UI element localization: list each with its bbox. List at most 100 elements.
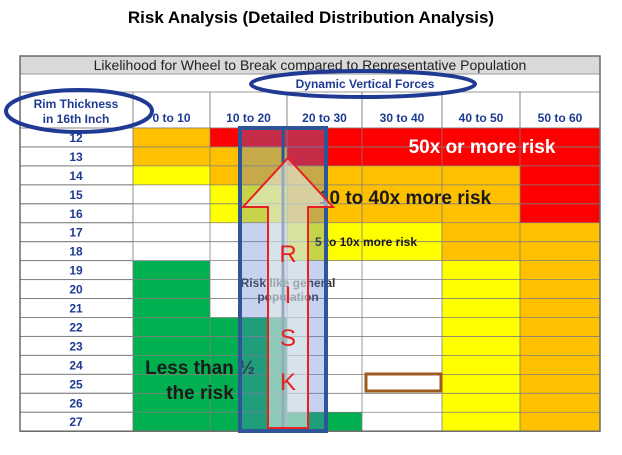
risk-cell	[362, 317, 442, 337]
row-label: 14	[69, 169, 83, 183]
risk-cell	[520, 336, 600, 356]
row-label: 25	[69, 377, 83, 391]
risk-cell	[362, 184, 442, 205]
risk-cell	[362, 336, 442, 356]
row-label: 26	[69, 396, 83, 410]
risk-cell	[362, 374, 442, 394]
row-label: 23	[69, 339, 83, 353]
row-labels: 12 13 14 15 16 17 18 19 20 21 22 23 24 25 26 27	[19, 127, 134, 432]
risk-cell	[442, 317, 520, 337]
risk-cell	[362, 355, 442, 375]
risk-cell	[133, 260, 210, 280]
row-label: 21	[69, 302, 83, 316]
risk-cell	[520, 146, 600, 167]
risk-cell	[442, 260, 520, 280]
risk-cell	[362, 260, 442, 280]
risk-cell	[362, 241, 442, 261]
risk-cell	[133, 393, 210, 413]
risk-cell	[442, 128, 520, 148]
risk-cell	[362, 146, 442, 167]
risk-cell	[442, 336, 520, 356]
highlight-box	[364, 372, 443, 393]
risk-cell	[520, 260, 600, 280]
arrow-letter-r: R	[279, 241, 296, 268]
column-header-label: 50 to 60	[538, 111, 583, 125]
risk-cell	[133, 146, 210, 167]
risk-cell	[133, 165, 210, 186]
risk-cell	[133, 279, 210, 299]
risk-cell	[442, 412, 520, 432]
column-header-label: 40 to 50	[459, 111, 504, 125]
row-label: 17	[69, 226, 83, 240]
row-label: 19	[69, 264, 83, 278]
row-label: 12	[69, 131, 83, 145]
column-header-label: 30 to 40	[380, 111, 425, 125]
row-label: 16	[69, 207, 83, 221]
column-header-label: 10 to 20	[226, 111, 271, 125]
risk-cell	[133, 374, 210, 394]
risk-cell	[442, 279, 520, 299]
risk-cell	[133, 184, 210, 205]
risk-cell	[362, 128, 442, 148]
risk-cell	[520, 374, 600, 394]
risk-cell	[520, 222, 600, 242]
risk-cell	[210, 128, 287, 148]
risk-cell	[133, 128, 210, 148]
row-label: 13	[69, 150, 83, 164]
risk-cell	[442, 146, 520, 167]
risk-cell	[442, 241, 520, 261]
column-group-label: Dynamic Vertical Forces	[296, 77, 435, 91]
slide-title: Risk Analysis (Detailed Distribution Ana…	[127, 8, 495, 27]
risk-cell	[362, 222, 442, 242]
risk-cell	[520, 355, 600, 375]
label-50x-risk: 50x or more risk	[409, 137, 556, 158]
column-header-label: 0 to 10	[152, 111, 190, 125]
risk-cell	[442, 374, 520, 394]
row-label: 24	[69, 358, 83, 372]
row-header-ellipse	[4, 88, 154, 134]
table-header-text: Likelihood for Wheel to Break compared t…	[94, 57, 527, 73]
label-low-risk-line-2: the risk	[166, 383, 234, 404]
risk-cell	[133, 355, 210, 375]
risk-cell	[362, 412, 442, 432]
risk-cell	[210, 146, 287, 167]
row-header-line-1: Rim Thickness	[34, 97, 119, 111]
risk-cell	[362, 393, 442, 413]
risk-cell	[520, 393, 600, 413]
label-5-10x-risk: 5 to 10x more risk	[315, 235, 417, 249]
risk-cell	[520, 128, 600, 148]
label-low-risk-line-1: Less than ½	[145, 358, 255, 379]
arrow-letter-i: I	[285, 282, 292, 309]
risk-cell	[520, 203, 600, 224]
risk-cell	[133, 241, 210, 261]
risk-cell	[133, 317, 210, 337]
risk-cell	[520, 165, 600, 186]
row-label: 18	[69, 245, 83, 259]
row-label: 27	[69, 415, 83, 429]
column-group-ellipse	[249, 69, 477, 99]
risk-cell	[133, 222, 210, 242]
risk-cell	[520, 241, 600, 261]
risk-cell	[442, 393, 520, 413]
risk-cell	[133, 298, 210, 318]
column-header-label: 20 to 30	[302, 111, 347, 125]
risk-cell	[520, 279, 600, 299]
risk-cell	[362, 165, 442, 186]
risk-cell	[362, 279, 442, 299]
risk-cell	[442, 222, 520, 242]
row-label: 20	[69, 283, 83, 297]
row-header-line-2: in 16th Inch	[43, 112, 110, 126]
risk-cell	[362, 298, 442, 318]
risk-cell	[133, 203, 210, 224]
risk-cell	[133, 336, 210, 356]
risk-cell	[442, 184, 520, 205]
arrow-letter-s: S	[280, 325, 296, 352]
label-10-40x-risk: 10 to 40x more risk	[319, 188, 492, 209]
risk-cell	[520, 412, 600, 432]
risk-arrow-icon	[240, 156, 336, 429]
risk-cell	[442, 355, 520, 375]
risk-cell	[442, 165, 520, 186]
risk-cell	[520, 298, 600, 318]
